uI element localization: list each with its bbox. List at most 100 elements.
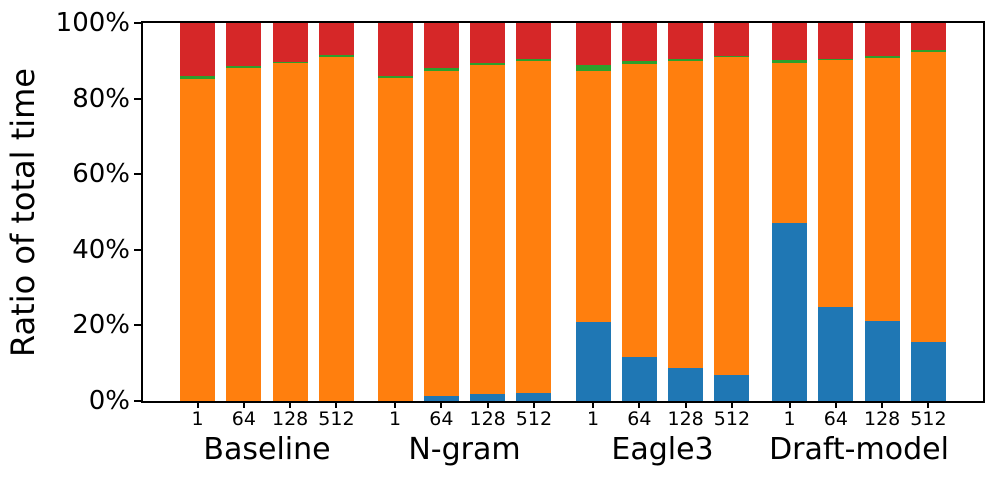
- blue-bottom-segment: [668, 368, 704, 401]
- x-tick-mark: [289, 401, 292, 408]
- blue-bottom-segment: [818, 307, 854, 401]
- x-tick-label: 128: [272, 408, 309, 430]
- green-thin-segment: [575, 64, 611, 72]
- blue-bottom-segment: [621, 356, 657, 401]
- orange-middle-segment: [864, 57, 900, 321]
- green-thin-segment: [864, 56, 900, 58]
- blue-bottom-segment: [470, 393, 506, 401]
- x-tick-label: 64: [823, 408, 848, 430]
- red-top-segment: [318, 23, 354, 56]
- x-tick-mark: [335, 401, 338, 408]
- red-top-segment: [818, 23, 854, 59]
- x-tick-label: 1: [587, 408, 600, 430]
- y-tick-mark: [134, 324, 143, 327]
- x-tick-mark: [684, 401, 687, 408]
- orange-middle-segment: [818, 60, 854, 308]
- orange-middle-segment: [318, 57, 354, 401]
- orange-middle-segment: [516, 60, 552, 394]
- x-tick-label: 1: [783, 408, 796, 430]
- stacked-bar-draft-model-512: [910, 23, 946, 401]
- x-tick-mark: [927, 401, 930, 408]
- orange-middle-segment: [910, 52, 946, 343]
- blue-bottom-segment: [714, 374, 750, 401]
- green-thin-segment: [668, 58, 704, 61]
- green-thin-segment: [772, 59, 808, 64]
- x-tick-label: 512: [713, 408, 751, 430]
- x-tick-mark: [834, 401, 837, 408]
- orange-middle-segment: [621, 63, 657, 357]
- x-tick-mark: [440, 401, 443, 408]
- y-tick-label: 40%: [72, 234, 130, 265]
- green-thin-segment: [818, 58, 854, 61]
- red-top-segment: [180, 23, 216, 76]
- x-tick-mark: [881, 401, 884, 408]
- orange-middle-segment: [772, 63, 808, 224]
- green-thin-segment: [621, 61, 657, 64]
- y-tick-mark: [134, 173, 143, 176]
- red-top-segment: [668, 23, 704, 59]
- stacked-bar-eagle3-512: [714, 23, 750, 401]
- x-tick-mark: [592, 401, 595, 408]
- stacked-bar-draft-model-1: [772, 23, 808, 401]
- x-tick-label: 128: [864, 408, 901, 430]
- y-tick-mark: [134, 22, 143, 24]
- group-label-baseline: Baseline: [203, 432, 331, 467]
- y-tick-mark: [134, 400, 143, 402]
- y-tick-label: 80%: [72, 83, 130, 114]
- stacked-bar-baseline-64: [226, 23, 262, 401]
- blue-bottom-segment: [772, 223, 808, 401]
- red-top-segment: [377, 23, 413, 76]
- stacked-bar-n-gram-512: [516, 23, 552, 401]
- green-thin-segment: [714, 55, 750, 58]
- y-tick-mark: [134, 97, 143, 100]
- red-top-segment: [621, 23, 657, 62]
- green-thin-segment: [226, 65, 262, 69]
- red-top-segment: [714, 23, 750, 56]
- blue-bottom-segment: [516, 393, 552, 401]
- stacked-bar-eagle3-1: [575, 23, 611, 401]
- y-axis-label: Ratio of total time: [2, 23, 44, 401]
- stacked-bar-baseline-1: [180, 23, 216, 401]
- x-tick-label: 512: [318, 408, 355, 430]
- x-tick-label: 512: [515, 408, 553, 430]
- stacked-bar-baseline-512: [318, 23, 354, 401]
- x-tick-label: 1: [191, 408, 204, 430]
- y-tick-mark: [134, 248, 143, 251]
- orange-middle-segment: [714, 57, 750, 375]
- green-thin-segment: [272, 61, 308, 64]
- y-tick-label: 60%: [72, 159, 130, 190]
- group-label-draft-model: Draft-model: [769, 432, 949, 467]
- green-thin-segment: [516, 58, 552, 61]
- orange-middle-segment: [423, 70, 459, 397]
- orange-middle-segment: [180, 78, 216, 401]
- y-tick-label: 20%: [72, 310, 130, 341]
- orange-middle-segment: [272, 63, 308, 401]
- group-label-n-gram: N-gram: [408, 432, 521, 467]
- x-tick-mark: [730, 401, 733, 408]
- red-top-segment: [470, 23, 506, 64]
- green-thin-segment: [910, 50, 946, 53]
- blue-bottom-segment: [864, 320, 900, 401]
- stacked-bar-eagle3-64: [621, 23, 657, 401]
- blue-bottom-segment: [910, 342, 946, 401]
- stacked-bar-eagle3-128: [668, 23, 704, 401]
- x-tick-mark: [196, 401, 199, 408]
- green-thin-segment: [470, 63, 506, 65]
- x-tick-mark: [532, 401, 535, 408]
- plot-area: [141, 21, 985, 403]
- y-tick-label: 0%: [88, 386, 130, 416]
- red-top-segment: [575, 23, 611, 65]
- red-top-segment: [272, 23, 308, 62]
- group-label-eagle3: Eagle3: [611, 432, 714, 467]
- x-tick-label: 128: [469, 408, 506, 430]
- x-tick-mark: [486, 401, 489, 408]
- x-tick-label: 64: [627, 408, 652, 430]
- green-thin-segment: [318, 55, 354, 58]
- x-tick-label: 1: [389, 408, 402, 430]
- orange-middle-segment: [377, 77, 413, 401]
- x-tick-mark: [394, 401, 397, 408]
- orange-middle-segment: [575, 71, 611, 322]
- y-tick-label: 100%: [55, 8, 130, 38]
- red-top-segment: [772, 23, 808, 60]
- green-thin-segment: [377, 75, 413, 78]
